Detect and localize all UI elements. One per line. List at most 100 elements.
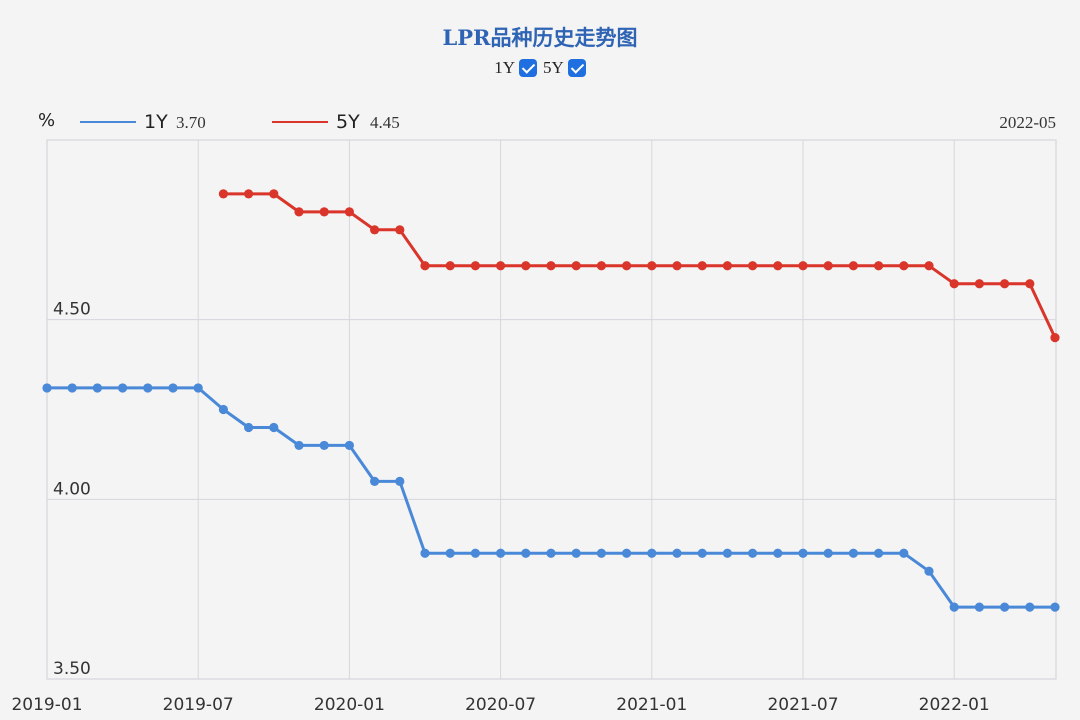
data-point-1y	[496, 548, 506, 558]
data-point-1y	[874, 548, 884, 558]
data-point-1y	[470, 548, 480, 558]
series-line-5y	[223, 192, 1057, 339]
data-point-1y	[647, 548, 657, 558]
data-point-1y	[773, 548, 783, 558]
data-point-1y	[748, 548, 758, 558]
data-point-5y	[218, 189, 228, 199]
data-point-1y	[521, 548, 531, 558]
x-tick-label: 2022-01	[919, 695, 990, 715]
data-point-1y	[193, 383, 203, 393]
data-point-1y	[344, 440, 354, 451]
data-point-1y	[269, 422, 279, 433]
legend-item-1y[interactable]: 1Y	[80, 110, 168, 134]
toggle-5y[interactable]: 5Y	[543, 58, 586, 78]
data-point-5y	[974, 279, 985, 289]
data-point-5y	[596, 261, 607, 271]
legend-name-1y: 1Y	[144, 111, 168, 133]
data-point-1y	[596, 548, 607, 558]
y-unit-label: %	[38, 110, 56, 131]
data-point-5y	[370, 225, 380, 235]
data-point-5y	[344, 207, 354, 217]
data-point-5y	[571, 261, 581, 271]
data-point-1y	[143, 383, 153, 393]
data-point-5y	[244, 189, 254, 199]
data-point-5y	[622, 261, 632, 271]
data-point-1y	[319, 440, 329, 451]
data-point-1y	[218, 404, 228, 415]
toggle-5y-label: 5Y	[543, 58, 564, 77]
legend-name-5y: 5Y	[336, 111, 360, 133]
data-point-5y	[848, 261, 859, 271]
data-point-5y	[269, 189, 279, 199]
data-point-5y	[496, 261, 506, 271]
data-point-5y	[697, 261, 707, 271]
data-point-1y	[420, 548, 430, 558]
data-point-1y	[168, 383, 178, 393]
x-tick-label: 2020-01	[314, 695, 385, 715]
data-point-1y	[546, 548, 556, 558]
data-point-1y	[949, 602, 959, 612]
data-point-5y	[924, 261, 934, 271]
data-point-1y	[697, 548, 707, 558]
y-tick-label: 3.50	[53, 659, 91, 679]
data-point-1y	[445, 548, 455, 558]
data-point-5y	[773, 261, 783, 271]
data-point-1y	[848, 548, 859, 558]
data-point-1y	[67, 383, 77, 393]
data-point-1y	[92, 383, 102, 393]
data-point-5y	[546, 261, 556, 271]
data-point-5y	[672, 261, 682, 271]
chart-title: LPR品种历史走势图	[442, 25, 638, 50]
data-point-5y	[798, 261, 808, 271]
data-point-1y	[899, 548, 909, 558]
legend-latest-5y: 4.45	[370, 113, 400, 132]
x-tick-label: 2021-07	[767, 695, 838, 715]
data-point-5y	[722, 261, 733, 271]
data-point-5y	[1050, 333, 1060, 343]
legend-latest-1y: 3.70	[176, 113, 206, 132]
data-point-1y	[1050, 602, 1060, 612]
toggle-1y[interactable]: 1Y	[494, 58, 537, 78]
legend-line-1y	[80, 121, 136, 123]
data-point-5y	[470, 261, 480, 271]
toggle-1y-label: 1Y	[494, 58, 515, 77]
data-point-5y	[395, 225, 405, 235]
legend-item-5y[interactable]: 5Y	[272, 110, 360, 134]
data-point-1y	[823, 548, 833, 558]
data-point-1y	[1000, 602, 1010, 612]
data-point-1y	[672, 548, 682, 558]
x-tick-label: 2021-01	[616, 695, 687, 715]
data-point-1y	[118, 383, 128, 393]
y-tick-label: 4.00	[53, 479, 91, 499]
data-point-1y	[571, 548, 581, 558]
checkbox-checked-icon[interactable]	[519, 59, 537, 77]
x-tick-label: 2019-01	[11, 695, 82, 715]
data-point-5y	[823, 261, 833, 271]
data-point-1y	[294, 440, 304, 451]
data-point-5y	[647, 261, 657, 271]
data-point-5y	[1000, 279, 1010, 289]
data-point-1y	[370, 476, 380, 486]
data-point-1y	[622, 548, 632, 558]
data-point-5y	[1025, 279, 1035, 289]
y-tick-label: 4.50	[53, 300, 91, 320]
data-point-5y	[294, 207, 304, 217]
data-point-5y	[874, 261, 884, 271]
data-point-1y	[42, 383, 52, 393]
x-tick-label: 2020-07	[465, 695, 536, 715]
legend-row: % 1Y 3.70 5Y 4.45 2022-05	[0, 110, 1080, 136]
data-point-5y	[420, 261, 430, 271]
data-point-5y	[521, 261, 531, 271]
series-toggles: 1Y 5Y	[0, 58, 1080, 78]
data-point-1y	[798, 548, 808, 558]
x-tick-label: 2019-07	[163, 695, 234, 715]
data-point-1y	[244, 422, 254, 433]
data-point-5y	[445, 261, 455, 271]
data-point-1y	[395, 476, 405, 486]
checkbox-checked-icon[interactable]	[567, 59, 586, 77]
data-point-1y	[1025, 602, 1035, 612]
data-point-1y	[924, 566, 934, 576]
data-point-5y	[748, 261, 758, 271]
data-point-1y	[974, 602, 985, 612]
